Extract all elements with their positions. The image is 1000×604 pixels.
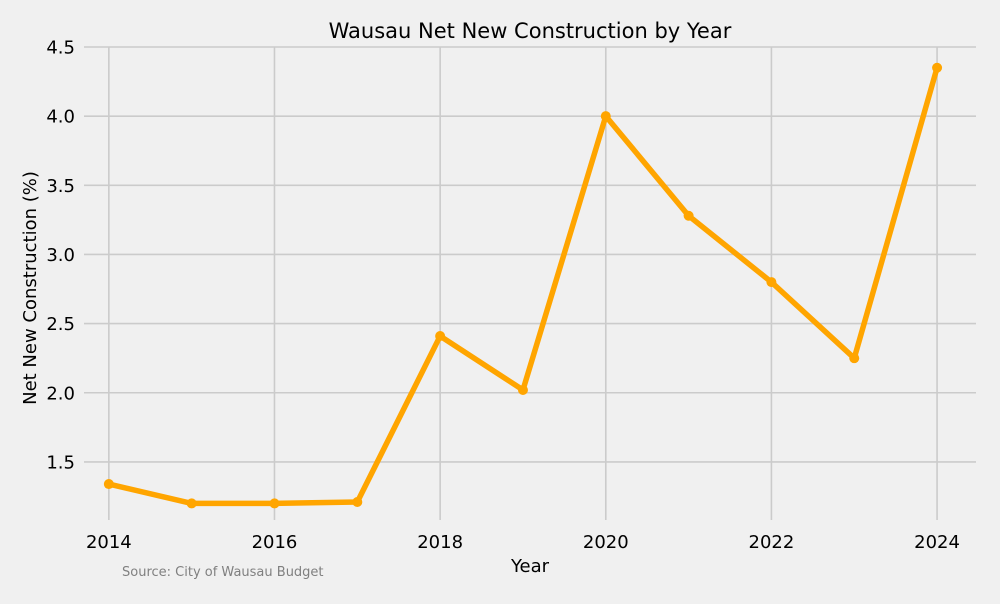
y-tick-label: 3.0 xyxy=(46,245,75,266)
data-point xyxy=(103,479,114,490)
x-tick-label: 2020 xyxy=(583,532,629,553)
x-tick-label: 2016 xyxy=(252,532,298,553)
x-tick-label: 2014 xyxy=(86,532,132,553)
y-tick-label: 3.5 xyxy=(46,176,75,197)
data-point xyxy=(766,277,777,288)
x-tick-label: 2022 xyxy=(749,532,795,553)
data-point xyxy=(849,353,860,364)
x-axis-label: Year xyxy=(510,556,550,577)
series-layer xyxy=(103,62,943,509)
x-tick-label: 2024 xyxy=(914,532,960,553)
tick-labels: 2014 2016 2018 2020 2022 2024 1.5 2.0 2.5 3.0 3.5 4… xyxy=(46,38,960,554)
data-point xyxy=(932,62,943,73)
data-point xyxy=(269,498,280,509)
y-tick-label: 1.5 xyxy=(46,452,75,473)
y-tick-label: 2.5 xyxy=(46,314,75,335)
y-tick-label: 4.5 xyxy=(46,38,75,59)
data-point xyxy=(435,331,446,342)
chart-title: Wausau Net New Construction by Year xyxy=(329,19,732,43)
data-point xyxy=(186,498,197,509)
y-tick-label: 2.0 xyxy=(46,383,75,404)
source-annotation: Source: City of Wausau Budget xyxy=(122,565,324,580)
data-point xyxy=(600,111,611,122)
y-axis-label: Net New Construction (%) xyxy=(20,171,41,405)
data-point xyxy=(683,210,694,221)
x-tick-label: 2018 xyxy=(417,532,463,553)
grid xyxy=(84,46,976,520)
data-point xyxy=(517,384,528,395)
data-point xyxy=(352,497,363,508)
series-line xyxy=(106,65,940,507)
y-tick-label: 4.0 xyxy=(46,107,75,128)
